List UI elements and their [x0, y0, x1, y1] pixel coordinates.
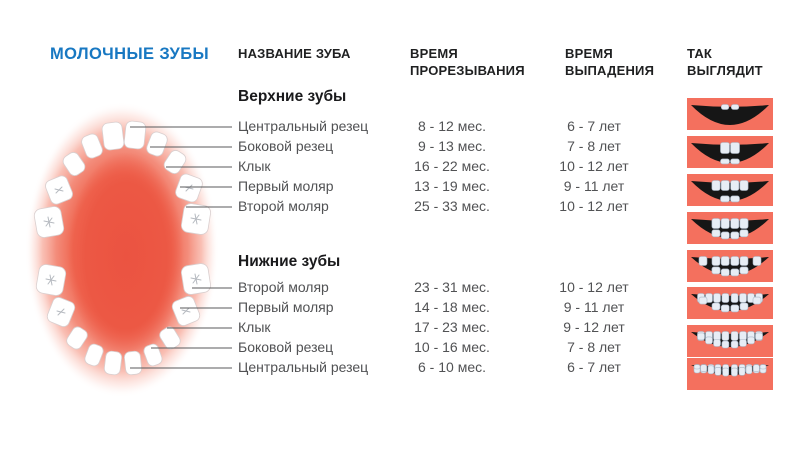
section-header-upper-teeth: Верхние зубы: [238, 88, 347, 105]
table-row: Второй моляр 25 - 33 мес. 10 - 12 лет: [0, 198, 800, 218]
tooth-name: Второй моляр: [238, 279, 329, 295]
eruption-time: 13 - 19 мес.: [414, 178, 490, 194]
tooth-name: Боковой резец: [238, 138, 334, 154]
tooth-name: Центральный резец: [238, 118, 369, 134]
table-row: Первый моляр 14 - 18 мес. 9 - 11 лет: [0, 299, 800, 319]
eruption-time: 9 - 13 мес.: [418, 138, 486, 154]
loss-time: 6 - 7 лет: [567, 118, 621, 134]
eruption-time: 6 - 10 мес.: [418, 359, 486, 375]
page-title: МОЛОЧНЫЕ ЗУБЫ: [50, 45, 210, 63]
loss-time: 9 - 12 лет: [563, 319, 625, 335]
loss-time: 7 - 8 лет: [567, 138, 621, 154]
teeth-stage-image-4: [687, 212, 773, 244]
dental-arch-diagram: [20, 100, 232, 400]
teeth-stage-image-6: [687, 287, 773, 319]
tooth-name: Боковой резец: [238, 339, 334, 355]
teeth-stage-image-8: [687, 358, 773, 390]
loss-time: 6 - 7 лет: [567, 359, 621, 375]
tooth-name: Клык: [238, 319, 271, 335]
eruption-time: 17 - 23 мес.: [414, 319, 490, 335]
teeth-stage-image-5: [687, 250, 773, 282]
eruption-time: 8 - 12 мес.: [418, 118, 486, 134]
loss-time: 10 - 12 лет: [559, 198, 629, 214]
section-header-lower-teeth: Нижние зубы: [238, 253, 341, 270]
eruption-time: 25 - 33 мес.: [414, 198, 490, 214]
table-row: Центральный резец 6 - 10 мес. 6 - 7 лет: [0, 359, 800, 379]
table-row: Второй моляр 23 - 31 мес. 10 - 12 лет: [0, 279, 800, 299]
mouth-top-view: [25, 102, 232, 398]
table-row: Первый моляр 13 - 19 мес. 9 - 11 лет: [0, 178, 800, 198]
loss-time: 10 - 12 лет: [559, 158, 629, 174]
loss-time: 9 - 11 лет: [563, 178, 625, 194]
tooth-name: Второй моляр: [238, 198, 329, 214]
tooth-name: Клык: [238, 158, 271, 174]
loss-time: 10 - 12 лет: [559, 279, 629, 295]
eruption-time: 10 - 16 мес.: [414, 339, 490, 355]
teeth-stage-image-1: [687, 98, 773, 130]
eruption-time: 14 - 18 мес.: [414, 299, 490, 315]
table-row: Боковой резец 9 - 13 мес. 7 - 8 лет: [0, 138, 800, 158]
table-row: Центральный резец 8 - 12 мес. 6 - 7 лет: [0, 118, 800, 138]
tooth-name: Центральный резец: [238, 359, 369, 375]
teeth-stage-image-7: [687, 325, 773, 357]
table-row: Боковой резец 10 - 16 мес. 7 - 8 лет: [0, 339, 800, 359]
gums: [25, 102, 219, 398]
eruption-time: 23 - 31 мес.: [414, 279, 490, 295]
table-row: Клык 16 - 22 мес. 10 - 12 лет: [0, 158, 800, 178]
molar-fissure-marks: [43, 184, 202, 316]
tooth-name: Первый моляр: [238, 299, 334, 315]
column-header-looks-like: ТАК ВЫГЛЯДИТ: [687, 46, 763, 78]
teeth-stage-image-3: [687, 174, 773, 206]
column-header-tooth-name: НАЗВАНИЕ ЗУБА: [238, 46, 351, 61]
table-row: Клык 17 - 23 мес. 9 - 12 лет: [0, 319, 800, 339]
loss-time: 7 - 8 лет: [567, 339, 621, 355]
label-connector-lines: [130, 126, 232, 369]
eruption-time: 16 - 22 мес.: [414, 158, 490, 174]
column-header-eruption-time: ВРЕМЯ ПРОРЕЗЫВАНИЯ: [410, 46, 525, 78]
loss-time: 9 - 11 лет: [563, 299, 625, 315]
column-header-loss-time: ВРЕМЯ ВЫПАДЕНИЯ: [565, 46, 655, 78]
tooth-name: Первый моляр: [238, 178, 334, 194]
teeth-stage-image-2: [687, 136, 773, 168]
